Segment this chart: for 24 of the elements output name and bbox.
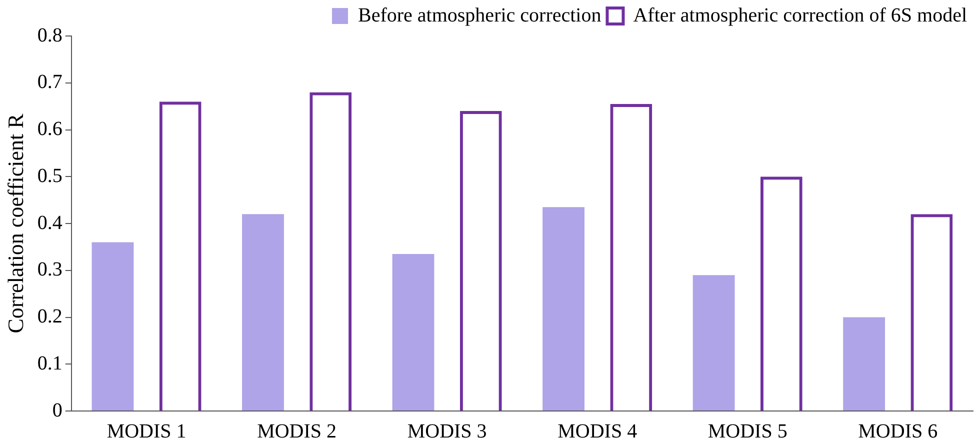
bar: [843, 317, 886, 410]
y-tick-label: 0.5: [37, 164, 62, 187]
y-tick-label: 0.3: [37, 258, 62, 281]
legend-label: Before atmospheric correction: [358, 4, 602, 26]
y-tick-label: 0.7: [37, 71, 62, 94]
y-tick-label: 0.8: [37, 24, 62, 46]
x-tick-label: MODIS 1: [106, 420, 186, 442]
bar: [92, 242, 134, 410]
y-tick-label: 0.2: [37, 306, 62, 328]
legend-label: After atmospheric correction of 6S model: [633, 4, 968, 26]
x-tick-label: MODIS 2: [257, 420, 337, 442]
x-tick-label: MODIS 6: [858, 420, 938, 442]
x-tick-label: MODIS 4: [558, 420, 638, 442]
y-tick-label: 0.4: [37, 212, 62, 234]
y-tick-label: 0.1: [37, 352, 62, 374]
y-axis-title: Correlation coefficient R: [2, 113, 28, 334]
x-tick-label: MODIS 3: [407, 420, 487, 442]
bar: [692, 275, 735, 410]
bar: [392, 254, 434, 410]
bar: [542, 207, 584, 410]
bar: [242, 214, 284, 410]
x-tick-label: MODIS 5: [708, 420, 788, 442]
y-tick-label: 0.6: [37, 118, 62, 140]
y-tick-label: 0: [52, 399, 62, 422]
